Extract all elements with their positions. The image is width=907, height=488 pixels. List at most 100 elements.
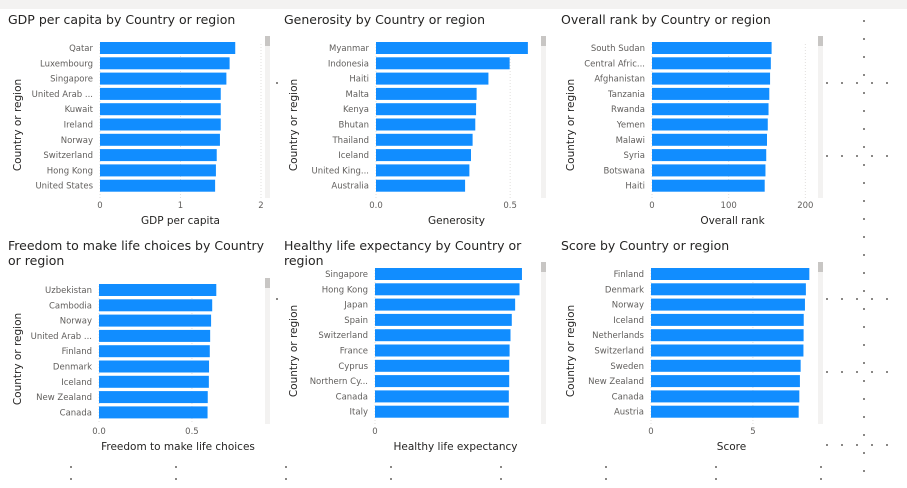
bar-iceland[interactable]: [376, 149, 471, 162]
chart-panel-generosity[interactable]: Generosity by Country or region Country o…: [284, 12, 550, 236]
bar-south-sudan[interactable]: [652, 42, 772, 54]
bar-myanmar[interactable]: [376, 42, 528, 54]
bar-switzerland[interactable]: [375, 329, 511, 342]
bar-france[interactable]: [375, 344, 510, 357]
bar-netherlands[interactable]: [651, 329, 804, 342]
bar-denmark[interactable]: [651, 283, 806, 296]
category-label: Finland: [614, 270, 644, 280]
bar-haiti[interactable]: [652, 179, 765, 192]
bar-botswana[interactable]: [652, 164, 766, 177]
bar-iceland[interactable]: [99, 375, 209, 388]
bar-switzerland[interactable]: [100, 149, 217, 162]
bar-norway[interactable]: [99, 314, 212, 327]
bar-switzerland[interactable]: [651, 344, 804, 357]
category-label: Haiti: [349, 75, 369, 85]
x-tick-label: 0.5: [503, 201, 517, 211]
bar-japan[interactable]: [375, 298, 516, 311]
bar-new-zealand[interactable]: [651, 375, 800, 388]
bar-united-king[interactable]: [376, 164, 470, 177]
category-label: Yemen: [616, 121, 645, 131]
category-label: Singapore: [325, 270, 368, 280]
bar-canada[interactable]: [651, 390, 800, 403]
grid-dot: [886, 298, 888, 300]
bar-central-afric[interactable]: [652, 57, 771, 70]
bar-finland[interactable]: [99, 345, 210, 358]
category-label: United States: [35, 182, 93, 192]
bar-singapore[interactable]: [375, 268, 522, 280]
bar-kenya[interactable]: [376, 103, 477, 116]
bar-canada[interactable]: [99, 406, 208, 419]
bar-kuwait[interactable]: [100, 103, 221, 116]
chart-panel-score[interactable]: Score by Country or region Country or reg…: [561, 238, 827, 462]
scrollbar[interactable]: [541, 36, 546, 198]
bar-austria[interactable]: [651, 405, 799, 418]
bar-hong-kong[interactable]: [100, 164, 216, 177]
scrollbar-thumb[interactable]: [265, 36, 270, 46]
grid-dot: [390, 478, 392, 480]
bar-sweden[interactable]: [651, 359, 801, 372]
bar-chart: 0.0 0.5 Uzbekistan Cambodia Norway United Ara…: [31, 284, 255, 453]
scrollbar-thumb[interactable]: [818, 262, 823, 272]
chart-panel-gdp-per-capita[interactable]: GDP per capita by Country or region Count…: [8, 12, 274, 236]
bar-norway[interactable]: [651, 298, 805, 311]
chart-panel-freedom[interactable]: Freedom to make life choices by Country …: [8, 238, 274, 462]
scrollbar[interactable]: [265, 36, 270, 198]
scrollbar[interactable]: [818, 36, 823, 198]
bar-denmark[interactable]: [99, 360, 210, 373]
bar-italy[interactable]: [375, 405, 509, 418]
bar-uzbekistan[interactable]: [99, 284, 217, 296]
bar-new-zealand[interactable]: [99, 391, 208, 404]
bar-iceland[interactable]: [651, 313, 804, 326]
bar-norway[interactable]: [100, 133, 220, 146]
bar-tanzania[interactable]: [652, 87, 770, 100]
grid-dot: [390, 466, 392, 468]
scrollbar-thumb[interactable]: [541, 262, 546, 272]
category-label: Syria: [624, 151, 646, 161]
bar-australia[interactable]: [376, 179, 466, 192]
category-label: Norway: [60, 317, 92, 327]
bar-luxembourg[interactable]: [100, 57, 230, 70]
bar-malawi[interactable]: [652, 133, 767, 146]
bar-rwanda[interactable]: [652, 103, 769, 116]
bar-malta[interactable]: [376, 87, 477, 100]
bar-syria[interactable]: [652, 149, 767, 162]
scrollbar-thumb[interactable]: [818, 36, 823, 46]
bar-indonesia[interactable]: [376, 57, 510, 70]
category-label: Iceland: [61, 378, 92, 388]
scrollbar-thumb[interactable]: [541, 36, 546, 46]
bar-ireland[interactable]: [100, 118, 221, 131]
grid-dot: [863, 254, 865, 256]
bar-finland[interactable]: [651, 268, 810, 280]
bar-qatar[interactable]: [100, 42, 236, 54]
bar-cyprus[interactable]: [375, 359, 510, 372]
category-label: Northern Cy...: [310, 377, 368, 387]
category-label: Luxembourg: [40, 59, 93, 69]
bar-singapore[interactable]: [100, 72, 227, 85]
bar-canada[interactable]: [375, 390, 509, 403]
bar-yemen[interactable]: [652, 118, 768, 131]
bar-united-arab[interactable]: [99, 329, 211, 342]
bar-hong-kong[interactable]: [375, 283, 520, 296]
bar-spain[interactable]: [375, 313, 512, 326]
scrollbar[interactable]: [818, 262, 823, 424]
grid-dot: [70, 466, 72, 468]
grid-dot: [500, 466, 502, 468]
category-label: Switzerland: [43, 151, 93, 161]
grid-dot: [863, 20, 865, 22]
bar-united-states[interactable]: [100, 179, 216, 192]
chart-panel-healthy-life-expectancy[interactable]: Healthy life expectancy by Country or re…: [284, 238, 550, 462]
bar-cambodia[interactable]: [99, 299, 213, 312]
bar-afghanistan[interactable]: [652, 72, 771, 85]
chart-panel-overall-rank[interactable]: Overall rank by Country or region Country…: [561, 12, 827, 236]
grid-dot: [856, 155, 858, 157]
bar-haiti[interactable]: [376, 72, 489, 85]
scrollbar[interactable]: [265, 278, 270, 424]
x-axis-title: Healthy life expectancy: [394, 441, 518, 453]
bar-northern-cy[interactable]: [375, 375, 510, 388]
bar-united-arab[interactable]: [100, 87, 221, 100]
bar-thailand[interactable]: [376, 133, 473, 146]
scrollbar-thumb[interactable]: [265, 278, 270, 288]
bar-bhutan[interactable]: [376, 118, 476, 131]
scrollbar[interactable]: [541, 262, 546, 424]
grid-dot: [856, 444, 858, 446]
